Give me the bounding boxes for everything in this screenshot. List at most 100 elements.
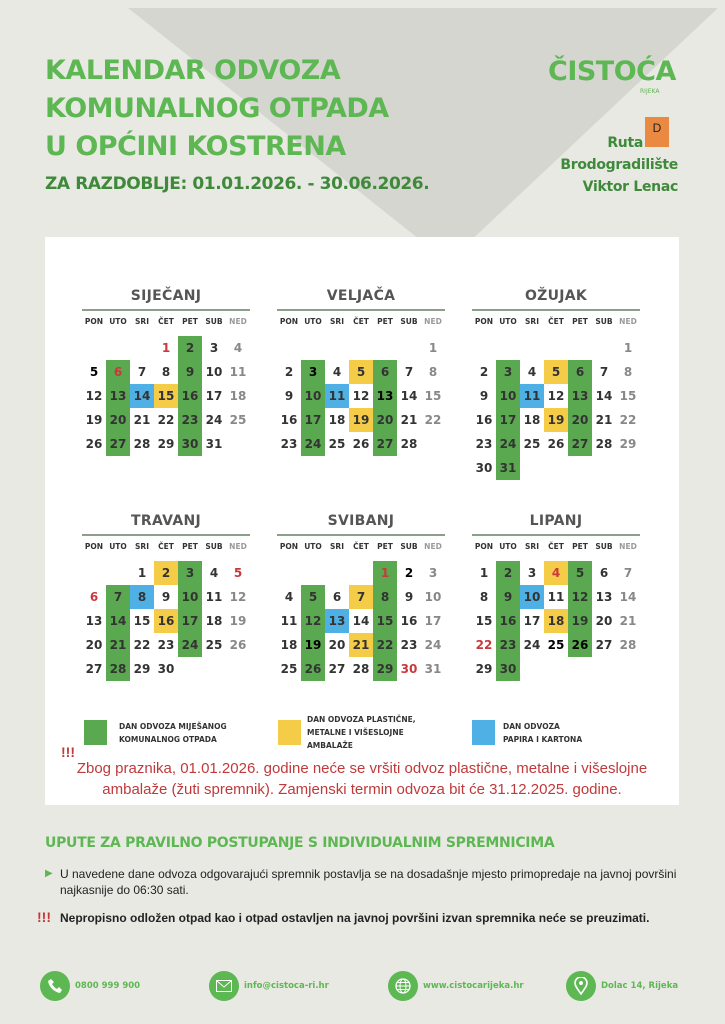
day-cell: 12: [301, 609, 325, 633]
month-name: TRAVANJ: [131, 513, 201, 529]
address: Dolac 14, Rijeka: [601, 981, 679, 991]
phone-icon: [40, 971, 70, 1001]
day-cell: 7: [623, 566, 633, 580]
month-calendar: SIJEČANJ PON UTO SRI ČET PET SUB NED 1 2 3 4 5 6 7 8 9 10…: [82, 288, 250, 456]
page-title: KALENDAR ODVOZA KOMUNALNOG OTPADA U OPĆI…: [45, 52, 389, 166]
legend-yellow: DAN ODVOZA PLASTIČNE, METALNE I VIŠESLOJN…: [278, 713, 416, 752]
phone-number[interactable]: 0800 999 900: [75, 981, 141, 991]
day-cell: 20: [595, 614, 613, 628]
website-link[interactable]: www.cistocarijeka.hr: [423, 981, 524, 991]
day-cell: 10: [424, 590, 442, 604]
day-cell: 14: [130, 384, 154, 408]
weekday-label: PON: [474, 542, 494, 551]
day-cell: 26: [301, 657, 325, 681]
day-cell: 2: [284, 365, 294, 379]
day-cell: 10: [496, 384, 520, 408]
day-cell: 3: [428, 566, 438, 580]
empty-cell: [130, 336, 154, 360]
empty-cell: [373, 336, 397, 360]
day-cell: 15: [154, 384, 178, 408]
title-line: U OPĆINI KOSTRENA: [45, 131, 346, 162]
day-cell: 6: [89, 590, 99, 604]
day-cell: 6: [332, 590, 342, 604]
legend-green: DAN ODVOZA MIJEŠANOG KOMUNALNOG OTPADA: [84, 720, 227, 746]
logo-subtitle: RIJEKA: [640, 88, 660, 95]
day-cell: 8: [161, 365, 171, 379]
day-cell: 16: [400, 614, 418, 628]
day-cell: 13: [325, 609, 349, 633]
weekday-label: UTO: [499, 542, 517, 551]
day-cell: 11: [520, 384, 544, 408]
day-cell: 29: [619, 437, 637, 451]
day-cell: 6: [373, 360, 397, 384]
day-cell: 9: [496, 585, 520, 609]
day-cell: 1: [373, 561, 397, 585]
day-cell: 1: [137, 566, 147, 580]
day-cell: 30: [157, 662, 175, 676]
day-cell: 26: [547, 437, 565, 451]
day-cell: 14: [106, 609, 130, 633]
empty-cell: [82, 336, 106, 360]
day-cell: 29: [133, 662, 151, 676]
footer-web: www.cistocarijeka.hr: [388, 971, 524, 1001]
day-cell: 18: [328, 413, 346, 427]
day-cell: 17: [178, 609, 202, 633]
empty-cell: [349, 561, 373, 585]
day-cell: 13: [595, 590, 613, 604]
day-cell: 8: [428, 365, 438, 379]
day-cell: 27: [328, 662, 346, 676]
title-line: KOMUNALNOG OTPADA: [45, 93, 389, 124]
day-cell: 24: [496, 432, 520, 456]
day-cell: 3: [527, 566, 537, 580]
day-cell: 3: [496, 360, 520, 384]
day-cell: 2: [178, 336, 202, 360]
day-cell: 9: [284, 389, 294, 403]
day-cell: 20: [373, 408, 397, 432]
weekday-label: SRI: [330, 542, 344, 551]
month-calendar: LIPANJ PON UTO SRI ČET PET SUB NED 1 2 3 4 5 6 7 8 9 10 11…: [472, 513, 640, 681]
weekday-label: SUB: [595, 542, 613, 551]
day-cell: 24: [523, 638, 541, 652]
month-calendar: SVIBANJ PON UTO SRI ČET PET SUB NED 1 2 3 4 5 6 7 8 9 10 1…: [277, 513, 445, 681]
weekday-label: ČET: [353, 542, 369, 551]
warning-marker: !!!: [37, 909, 51, 925]
period: ZA RAZDOBLJE: 01.01.2026. - 30.06.2026.: [45, 174, 430, 194]
day-cell: 23: [496, 633, 520, 657]
weekday-label: NED: [229, 542, 247, 551]
weekday-label: UTO: [304, 317, 322, 326]
day-cell: 24: [205, 413, 223, 427]
weekday-label: SRI: [525, 317, 539, 326]
empty-cell: [349, 336, 373, 360]
email-link[interactable]: info@cistoca-ri.hr: [244, 981, 329, 991]
blue-swatch: [472, 720, 495, 745]
day-cell: 27: [595, 638, 613, 652]
day-cell: 14: [352, 614, 370, 628]
day-cell: 23: [280, 437, 298, 451]
warning-text: Nepropisno odložen otpad kao i otpad ost…: [60, 911, 650, 925]
weekday-label: PET: [182, 317, 198, 326]
day-cell: 31: [496, 456, 520, 480]
divider: [82, 309, 250, 311]
weekday-label: PON: [84, 317, 104, 326]
day-cell: 14: [619, 590, 637, 604]
day-cell: 13: [106, 384, 130, 408]
day-cell: 23: [400, 638, 418, 652]
empty-cell: [301, 336, 325, 360]
month-name: SIJEČANJ: [130, 288, 202, 304]
mail-icon: [209, 971, 239, 1001]
day-cell: 4: [233, 341, 243, 355]
day-cell: 21: [133, 413, 151, 427]
day-cell: 18: [205, 614, 223, 628]
empty-cell: [82, 561, 106, 585]
day-cell: 25: [328, 437, 346, 451]
weekday-header: PON UTO SRI ČET PET SUB NED: [82, 542, 250, 556]
day-cell: 17: [301, 408, 325, 432]
day-cell: 26: [352, 437, 370, 451]
day-cell: 9: [404, 590, 414, 604]
divider: [277, 309, 445, 311]
day-grid: 1 2 3 4 5 6 7 8 9 10 11 12 13 14 15 16 17 18 19 20 21 22 23 24 2…: [277, 336, 445, 456]
day-cell: 17: [424, 614, 442, 628]
day-cell: 30: [178, 432, 202, 456]
day-cell: 13: [85, 614, 103, 628]
day-cell: 19: [544, 408, 568, 432]
